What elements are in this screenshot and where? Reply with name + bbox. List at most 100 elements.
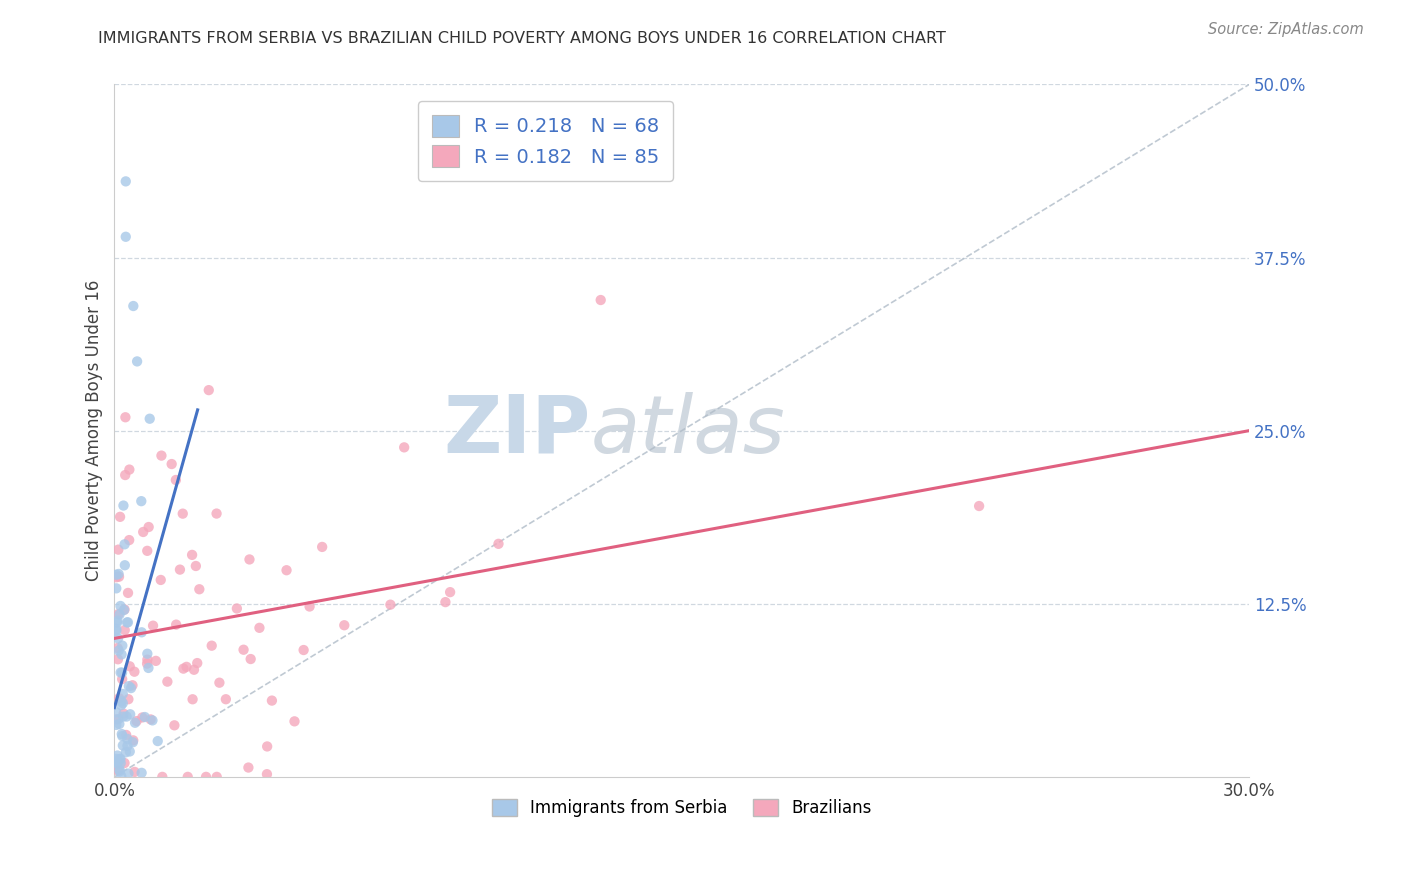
- Point: [105, 713, 128, 727]
- Point: [149, 573, 172, 587]
- Point: [188, 582, 211, 597]
- Point: [136, 544, 159, 558]
- Point: [114, 174, 136, 188]
- Y-axis label: Child Poverty Among Boys Under 16: Child Poverty Among Boys Under 16: [86, 280, 103, 582]
- Point: [112, 709, 135, 723]
- Point: [136, 647, 159, 661]
- Point: [111, 639, 134, 653]
- Point: [117, 586, 139, 600]
- Point: [276, 563, 298, 577]
- Point: [239, 652, 262, 666]
- Point: [146, 734, 169, 748]
- Point: [105, 615, 128, 630]
- Point: [110, 694, 132, 708]
- Point: [114, 558, 136, 573]
- Point: [112, 603, 135, 617]
- Point: [165, 617, 187, 632]
- Point: [117, 692, 139, 706]
- Point: [205, 507, 228, 521]
- Point: [107, 566, 129, 581]
- Point: [107, 632, 129, 646]
- Point: [118, 679, 141, 693]
- Point: [124, 715, 146, 730]
- Point: [181, 548, 204, 562]
- Point: [249, 621, 271, 635]
- Point: [114, 229, 136, 244]
- Point: [225, 601, 247, 615]
- Point: [439, 585, 461, 599]
- Point: [201, 639, 224, 653]
- Point: [118, 462, 141, 476]
- Point: [333, 618, 356, 632]
- Point: [138, 520, 160, 534]
- Point: [488, 537, 510, 551]
- Point: [114, 410, 136, 425]
- Point: [150, 770, 173, 784]
- Point: [105, 567, 128, 582]
- Point: [110, 756, 132, 770]
- Point: [120, 681, 142, 695]
- Point: [105, 582, 128, 596]
- Point: [107, 756, 129, 770]
- Point: [127, 354, 149, 368]
- Point: [111, 687, 134, 701]
- Point: [114, 756, 136, 770]
- Point: [122, 735, 145, 749]
- Point: [589, 293, 612, 307]
- Point: [107, 712, 129, 726]
- Point: [205, 770, 228, 784]
- Point: [120, 707, 142, 722]
- Point: [108, 763, 131, 777]
- Point: [107, 607, 129, 621]
- Point: [107, 764, 129, 778]
- Point: [115, 615, 138, 630]
- Point: [108, 509, 131, 524]
- Point: [163, 718, 186, 732]
- Point: [232, 642, 254, 657]
- Point: [197, 383, 219, 397]
- Point: [110, 769, 132, 783]
- Point: [110, 665, 132, 680]
- Point: [115, 728, 138, 742]
- Point: [145, 654, 167, 668]
- Point: [138, 411, 160, 425]
- Point: [111, 739, 134, 753]
- Point: [165, 473, 187, 487]
- Point: [176, 660, 198, 674]
- Point: [117, 615, 139, 630]
- Point: [183, 663, 205, 677]
- Point: [118, 659, 141, 673]
- Point: [105, 706, 128, 720]
- Point: [122, 733, 145, 747]
- Point: [434, 595, 457, 609]
- Point: [380, 598, 402, 612]
- Text: Source: ZipAtlas.com: Source: ZipAtlas.com: [1208, 22, 1364, 37]
- Point: [111, 665, 134, 680]
- Point: [122, 299, 145, 313]
- Point: [110, 698, 132, 713]
- Point: [131, 710, 153, 724]
- Point: [105, 755, 128, 769]
- Point: [118, 533, 141, 547]
- Point: [105, 570, 128, 584]
- Point: [107, 542, 129, 557]
- Point: [117, 766, 139, 780]
- Point: [169, 563, 191, 577]
- Point: [105, 614, 128, 628]
- Point: [238, 552, 260, 566]
- Point: [311, 540, 333, 554]
- Point: [105, 718, 128, 732]
- Point: [111, 696, 134, 710]
- Point: [114, 745, 136, 759]
- Point: [392, 441, 415, 455]
- Legend: Immigrants from Serbia, Brazilians: Immigrants from Serbia, Brazilians: [485, 792, 879, 824]
- Point: [108, 752, 131, 766]
- Point: [108, 570, 131, 584]
- Point: [172, 662, 194, 676]
- Point: [107, 640, 129, 655]
- Point: [105, 752, 128, 766]
- Point: [114, 623, 136, 637]
- Point: [195, 770, 218, 784]
- Point: [114, 468, 136, 483]
- Point: [114, 602, 136, 616]
